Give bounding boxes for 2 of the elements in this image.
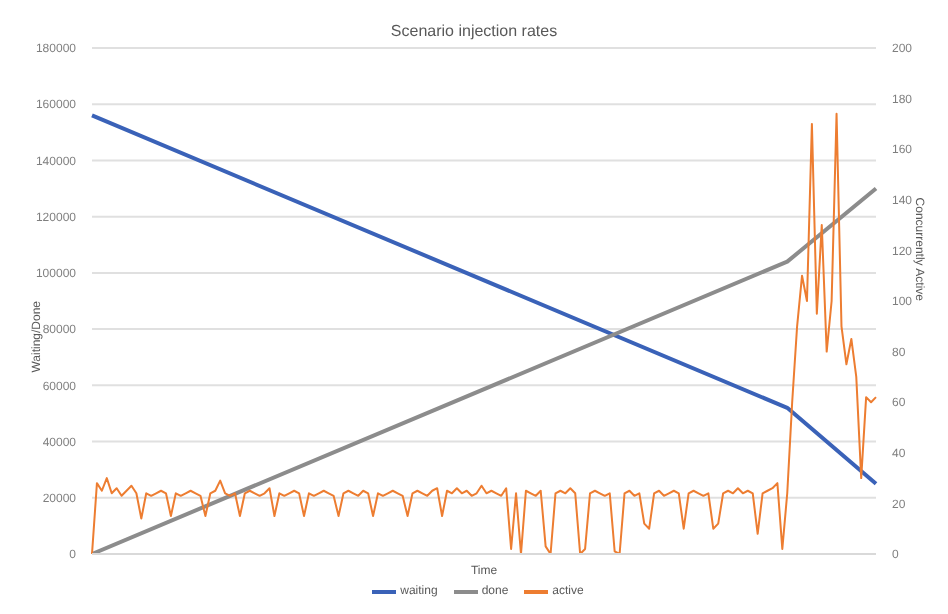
chart-title: Scenario injection rates (390, 22, 558, 40)
line-series (91, 112, 877, 554)
